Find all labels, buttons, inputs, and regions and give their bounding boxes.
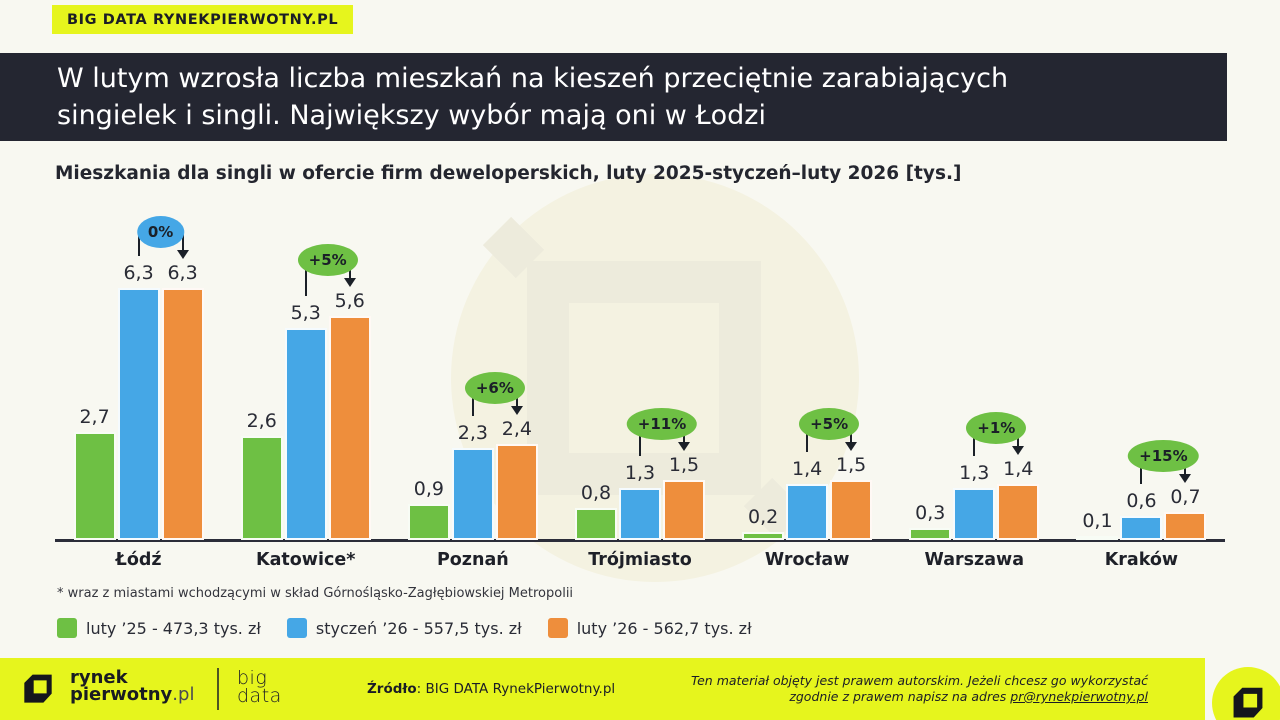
value-label: 2,6 bbox=[246, 410, 277, 432]
city-label-Wrocław: Wrocław bbox=[764, 550, 850, 570]
pct-change-badge: +6% bbox=[464, 372, 525, 404]
badge-connector-left bbox=[973, 428, 976, 456]
value-label: 1,5 bbox=[668, 454, 700, 476]
legend-label: luty ’26 - 562,7 tys. zł bbox=[576, 618, 752, 638]
headline-bar: W lutym wzrosła liczba mieszkań na kiesz… bbox=[0, 53, 1227, 141]
legend-swatch bbox=[286, 618, 307, 638]
legend-swatch bbox=[57, 618, 77, 638]
city-label-Warszawa: Warszawa bbox=[924, 550, 1025, 570]
legend-item: luty ’26 - 562,7 tys. zł bbox=[547, 618, 752, 638]
bar-Łódź-1 bbox=[117, 288, 160, 540]
legend-label: luty ’25 - 473,3 tys. zł bbox=[86, 618, 261, 638]
value-label: 1,5 bbox=[836, 454, 867, 476]
bar-Łódź-2 bbox=[161, 288, 204, 540]
bar-Kraków-0 bbox=[1076, 536, 1119, 540]
rynekpierwotny-logo-icon bbox=[24, 674, 52, 703]
value-label: 0,8 bbox=[580, 482, 612, 504]
footnote: * wraz z miastami wchodzącymi w skład Gó… bbox=[57, 586, 574, 601]
corner-logo-badge bbox=[1212, 667, 1280, 720]
value-label: 0,2 bbox=[748, 506, 779, 528]
headline-line-2: singielek i singli. Największy wybór maj… bbox=[57, 100, 766, 131]
value-label: 6,3 bbox=[167, 262, 198, 284]
pct-change-badge: +5% bbox=[297, 244, 358, 276]
value-label: 1,4 bbox=[1003, 458, 1034, 480]
pct-change-badge: +15% bbox=[1128, 440, 1199, 472]
bar-Wrocław-2 bbox=[830, 480, 873, 540]
legend-label: styczeń ’26 - 557,5 tys. zł bbox=[315, 618, 522, 638]
footer-divider bbox=[217, 668, 219, 710]
legend-item: luty ’25 - 473,3 tys. zł bbox=[57, 618, 261, 638]
badge-connector-left bbox=[1140, 456, 1143, 484]
bar-Warszawa-1 bbox=[953, 488, 996, 540]
city-label-Poznań: Poznań bbox=[436, 550, 509, 570]
source-note: Źródło: BIG DATA RynekPierwotny.pl bbox=[367, 681, 616, 697]
pct-change-badge: +5% bbox=[799, 408, 860, 440]
copyright-note: Ten materiał objęty jest prawem autorski… bbox=[691, 673, 1148, 704]
arrow-down-icon bbox=[176, 250, 189, 259]
value-label: 5,3 bbox=[290, 302, 321, 324]
value-label: 2,7 bbox=[79, 406, 110, 428]
bigdata-logo-text: big data bbox=[237, 667, 282, 707]
bar-Katowice*-0 bbox=[240, 436, 283, 540]
headline-line-1: W lutym wzrosła liczba mieszkań na kiesz… bbox=[57, 63, 1009, 94]
footer-bar: rynek pierwotny.pl big data Źródło: BIG … bbox=[0, 658, 1205, 720]
value-label: 2,4 bbox=[501, 418, 532, 440]
bar-Trójmiasto-2 bbox=[663, 480, 705, 540]
logo-line-2: pierwotny.pl bbox=[70, 684, 195, 705]
pct-change-badge: +1% bbox=[966, 412, 1027, 444]
bar-chart: 2,7 6,3 6,3 0% Łódź 2,6 5,3 5,6 +5% Katowice* 0,9 2… bbox=[55, 190, 1225, 570]
bar-Warszawa-2 bbox=[997, 484, 1040, 540]
pct-change-badge: 0% bbox=[136, 216, 185, 248]
badge-connector-left bbox=[137, 232, 140, 256]
value-label: 5,6 bbox=[334, 290, 365, 312]
bar-Wrocław-0 bbox=[742, 532, 785, 540]
city-label-Katowice*: Katowice* bbox=[256, 550, 356, 570]
bar-Trójmiasto-0 bbox=[575, 508, 617, 540]
arrow-down-icon bbox=[678, 442, 690, 451]
value-label: 1,3 bbox=[959, 462, 990, 484]
value-label: 0,6 bbox=[1126, 490, 1157, 512]
arrow-down-icon bbox=[510, 406, 523, 415]
city-label-Trójmiasto: Trójmiasto bbox=[588, 550, 692, 570]
logo-line-1: rynek bbox=[70, 667, 128, 688]
pct-change-badge: +11% bbox=[626, 408, 698, 440]
value-label: 0,9 bbox=[413, 478, 444, 500]
bar-Kraków-1 bbox=[1120, 516, 1163, 540]
chart-title: Mieszkania dla singli w ofercie firm dew… bbox=[55, 163, 962, 184]
legend-swatch bbox=[547, 618, 568, 638]
brand-badge: BIG DATA RYNEKPIERWOTNY.PL bbox=[52, 5, 354, 34]
cube-logo-icon bbox=[1233, 687, 1263, 718]
bar-Łódź-0 bbox=[73, 432, 116, 540]
badge-connector-right bbox=[181, 232, 184, 250]
chart-legend: luty ’25 - 473,3 tys. zł styczeń ’26 - 55… bbox=[57, 618, 752, 638]
arrow-down-icon bbox=[845, 442, 858, 451]
rynekpierwotny-logo-text: rynek pierwotny.pl bbox=[70, 667, 195, 705]
badge-connector-left bbox=[304, 260, 307, 296]
bar-Poznań-0 bbox=[407, 504, 450, 540]
arrow-down-icon bbox=[1012, 446, 1025, 455]
value-label: 0,1 bbox=[1082, 510, 1113, 532]
bar-Warszawa-0 bbox=[909, 528, 952, 540]
arrow-down-icon bbox=[1179, 474, 1192, 483]
bar-Kraków-2 bbox=[1164, 512, 1207, 540]
legend-item: styczeń ’26 - 557,5 tys. zł bbox=[286, 618, 522, 638]
bar-Katowice*-2 bbox=[328, 316, 371, 540]
arrow-down-icon bbox=[343, 278, 356, 287]
bar-Katowice*-1 bbox=[284, 328, 327, 540]
bar-Poznań-2 bbox=[495, 444, 538, 540]
contact-email-link[interactable]: pr@rynekpierwotny.pl bbox=[1010, 689, 1148, 704]
city-label-Kraków: Kraków bbox=[1104, 550, 1179, 570]
value-label: 0,3 bbox=[915, 502, 946, 524]
value-label: 6,3 bbox=[123, 262, 154, 284]
value-label: 0,7 bbox=[1170, 486, 1201, 508]
city-label-Łódź: Łódź bbox=[115, 550, 162, 570]
